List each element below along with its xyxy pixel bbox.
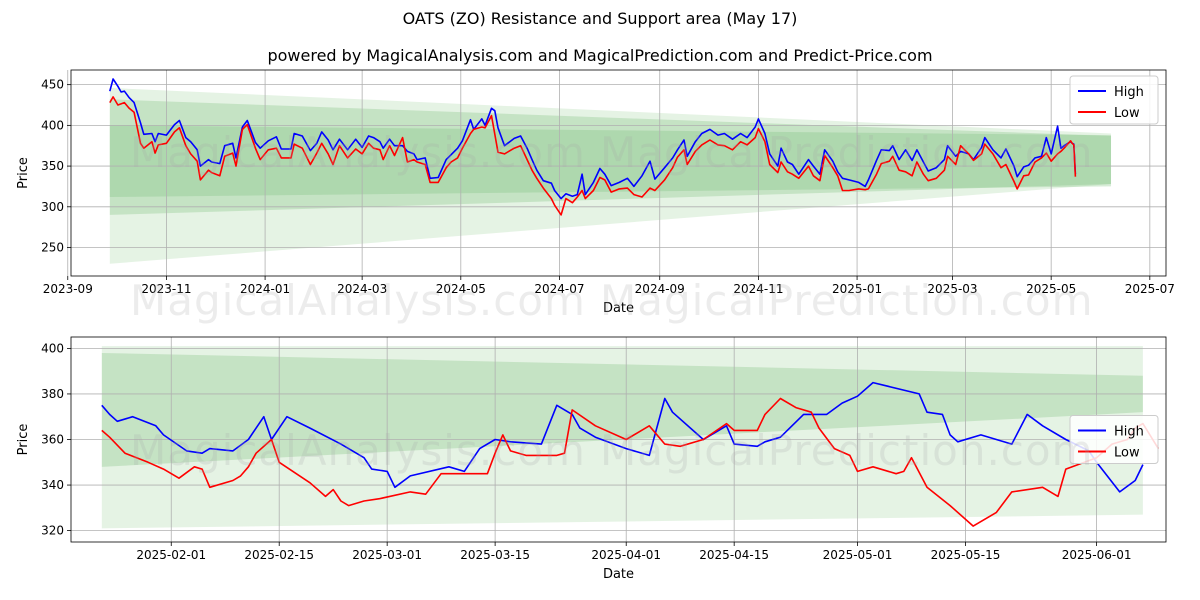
band-inner (101, 352, 1143, 467)
x-tick-label: 2025-03-01 (352, 548, 422, 562)
series-lines (101, 381, 1159, 527)
series-line-low (101, 397, 1159, 527)
x-tick-label: 2025-02-01 (136, 548, 206, 562)
legend-label-high: High (1114, 85, 1144, 100)
y-tick-label: 380 (41, 387, 64, 401)
chart-panel-2: 2025-02-01 2025-02-15 2025-03-01 2025-03-15… (16, 336, 1167, 582)
x-tick-label: 2024-11 (733, 282, 783, 296)
x-tick-label: 2025-03-15 (460, 548, 530, 562)
band-inner (109, 99, 1112, 198)
x-tick-label: 2025-05 (1026, 282, 1076, 296)
x-tick-label: 2025-03 (927, 282, 977, 296)
x-tick-label: 2025-02-15 (244, 548, 314, 562)
y-tick-label: 340 (41, 478, 64, 492)
x-tick-label: 2024-09 (635, 282, 685, 296)
support-resistance-bands (109, 87, 1112, 264)
x-tick-label: 2023-09 (43, 282, 93, 296)
chart-panel-1: 2023-09 2023-11 2024-01 2024-03 2024-05 2024-… (16, 69, 1175, 316)
x-tick-label: 2024-01 (240, 282, 290, 296)
plot-frame (70, 69, 1167, 277)
x-axis-label: Date (603, 567, 634, 582)
y-tick-label: 300 (41, 200, 64, 214)
x-tick-label: 2025-05-15 (931, 548, 1001, 562)
legend: High Low (1069, 75, 1159, 125)
legend-label-low: Low (1114, 106, 1140, 121)
x-tick-label: 2025-05-01 (823, 548, 893, 562)
legend: High Low (1069, 415, 1159, 464)
y-tick-label: 320 (41, 524, 64, 538)
x-tick-label: 2024-05 (436, 282, 486, 296)
y-tick-label: 400 (41, 118, 64, 132)
series-line-high (101, 381, 1144, 493)
series-line-low (109, 96, 1077, 216)
series-lines (109, 78, 1077, 216)
y-tick-label: 400 (41, 341, 64, 355)
chart-title: OATS (ZO) Resistance and Support area (M… (402, 9, 798, 28)
x-tick-label: 2025-01 (832, 282, 882, 296)
x-tick-label: 2025-04-01 (591, 548, 661, 562)
y-tick-label: 250 (41, 241, 64, 255)
band-outer (109, 87, 1112, 264)
legend-label-high: High (1114, 425, 1144, 440)
series-line-high (109, 78, 1077, 200)
x-tick-label: 2023-11 (141, 282, 191, 296)
y-tick-label: 450 (41, 78, 64, 92)
y-axis-label: Price (16, 424, 31, 456)
x-tick-label: 2025-04-15 (699, 548, 769, 562)
x-tick-label: 2025-07 (1125, 282, 1175, 296)
band-mid (109, 125, 1112, 215)
x-axis-label: Date (603, 301, 634, 316)
y-tick-label: 350 (41, 159, 64, 173)
y-axis-label: Price (16, 157, 31, 189)
x-tick-label: 2025-06-01 (1062, 548, 1132, 562)
plot-frame (70, 336, 1167, 543)
x-tick-label: 2024-03 (337, 282, 387, 296)
chart-subtitle: powered by MagicalAnalysis.com and Magic… (267, 46, 933, 65)
y-tick-label: 360 (41, 433, 64, 447)
x-tick-label: 2024-07 (534, 282, 584, 296)
legend-label-low: Low (1114, 446, 1140, 461)
